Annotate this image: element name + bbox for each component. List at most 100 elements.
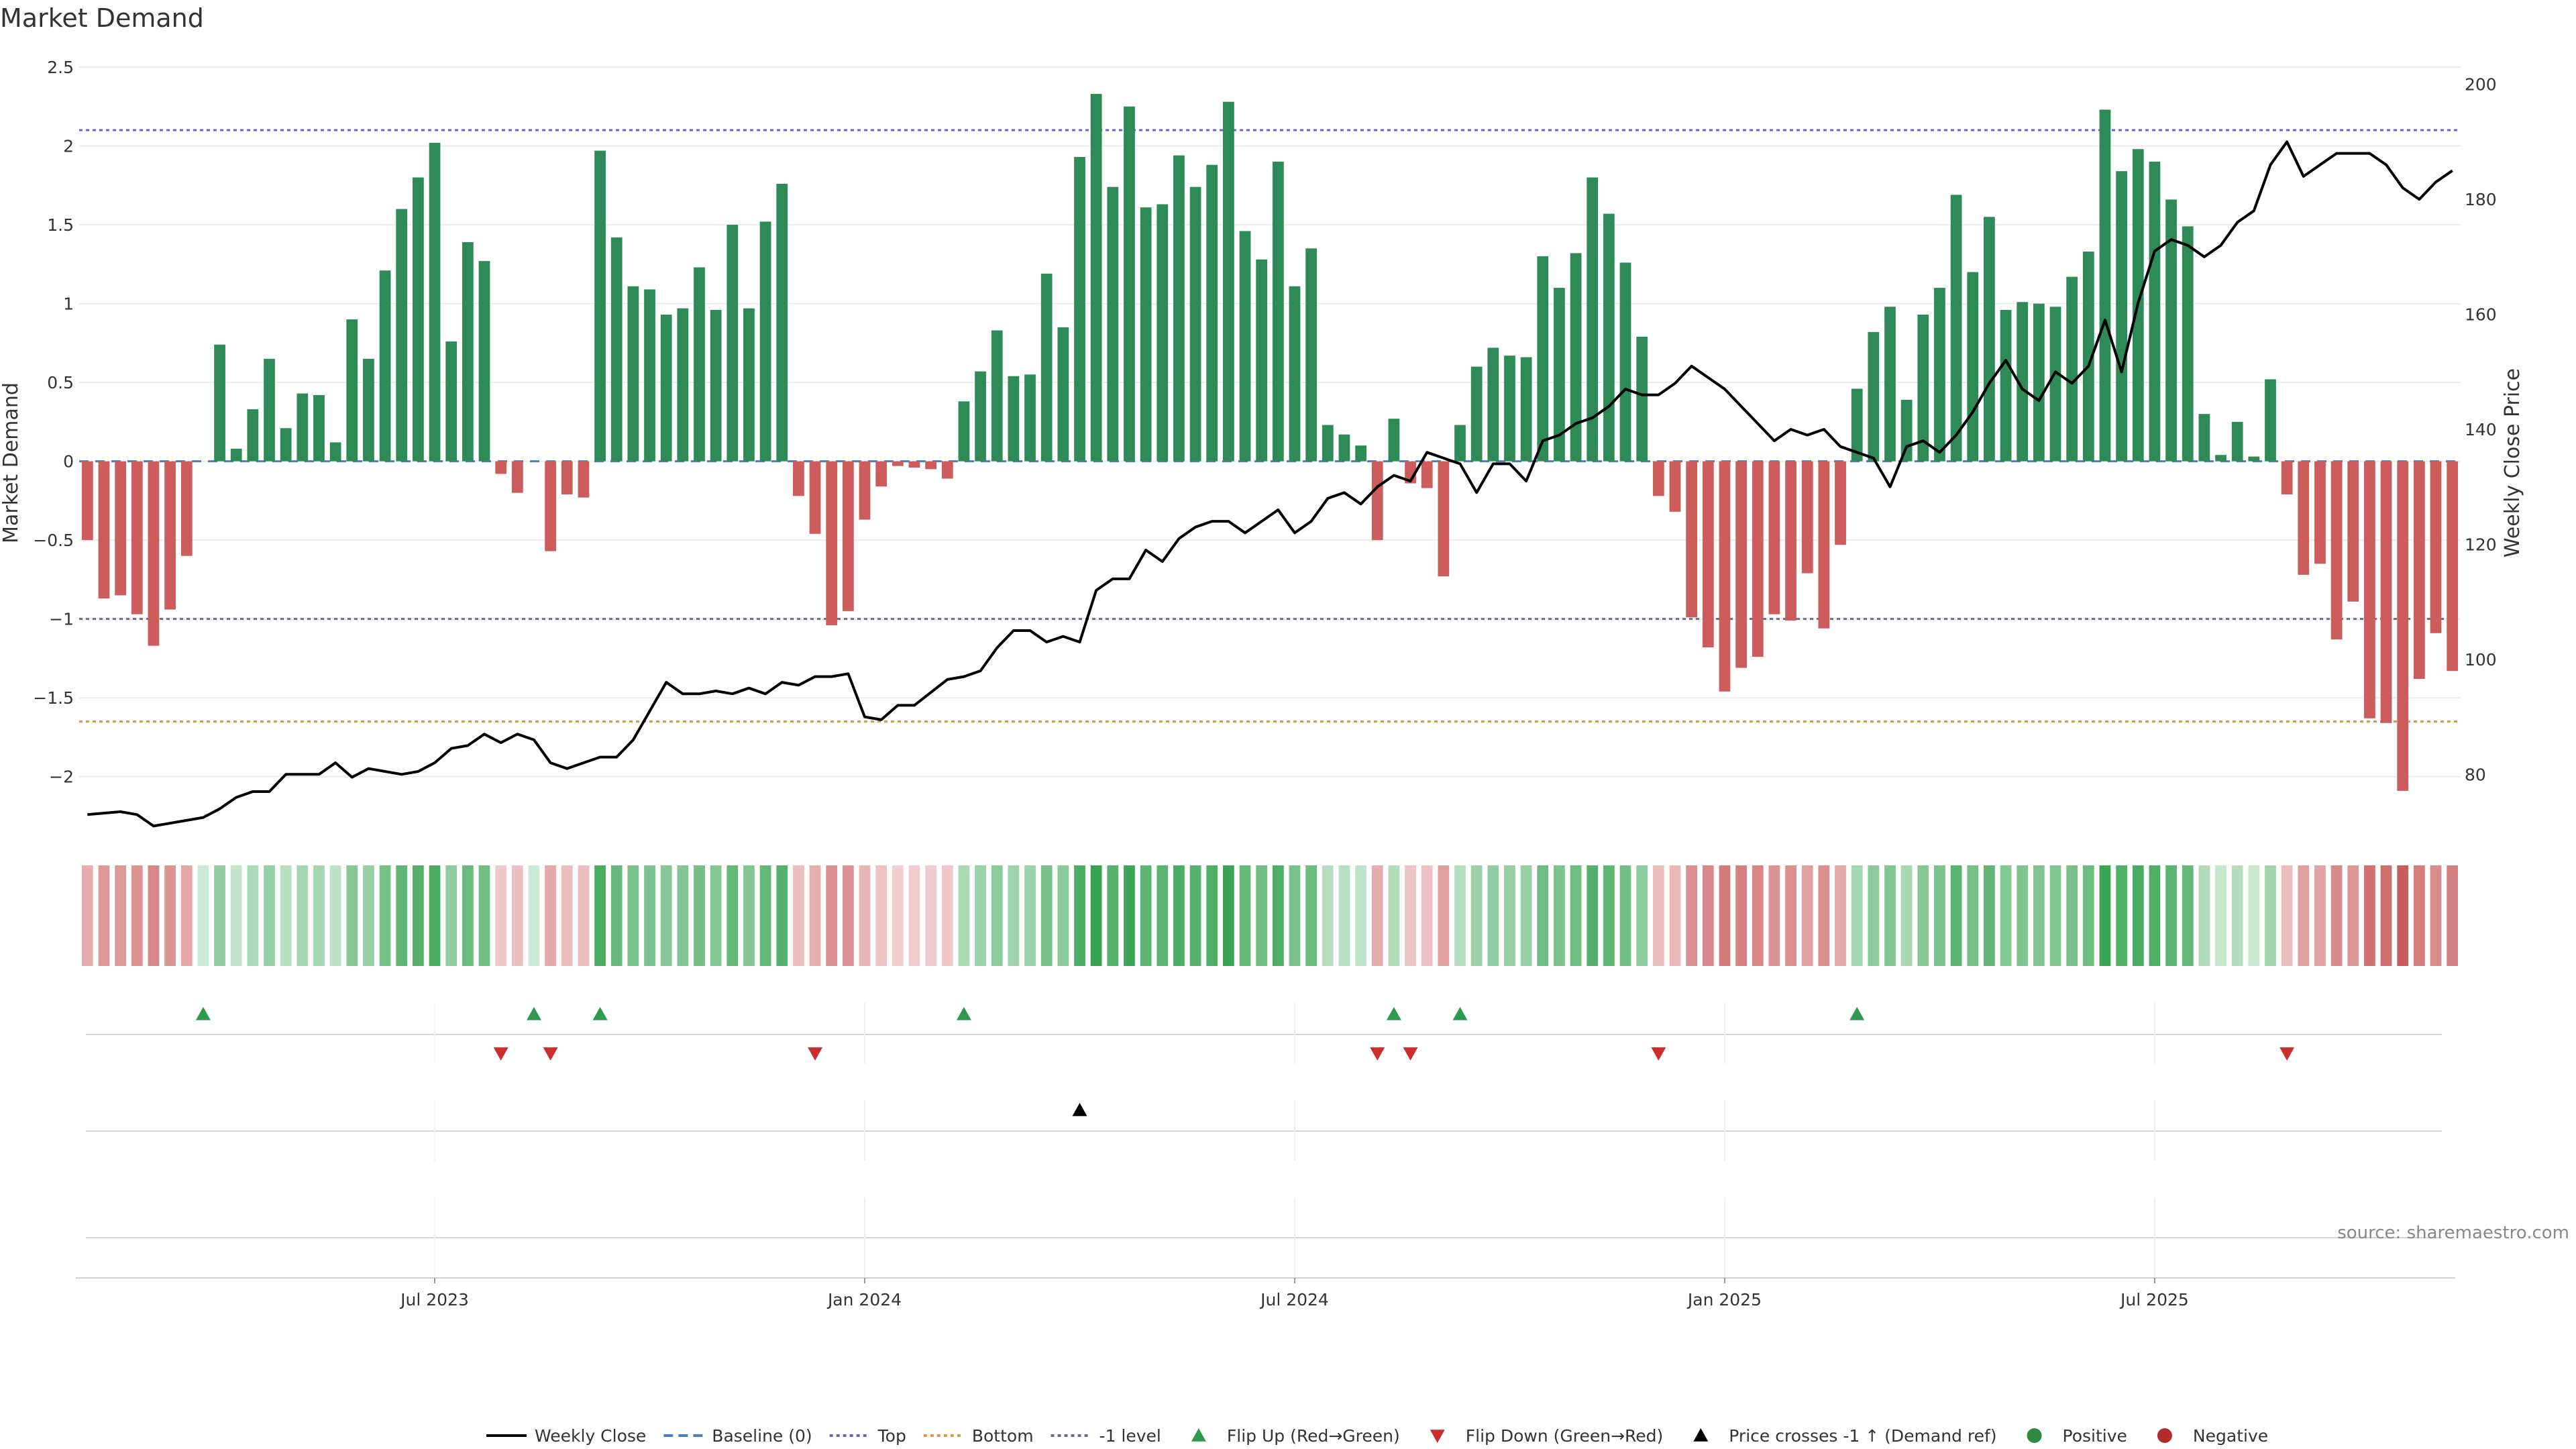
demand-bar-positive	[1504, 356, 1515, 462]
demand-bar-negative	[180, 461, 193, 556]
heat-cell	[677, 865, 689, 966]
heat-cell	[842, 865, 854, 966]
heat-cell	[809, 865, 821, 966]
y-axis-label: Market Demand	[0, 382, 23, 543]
demand-bar-positive	[1090, 93, 1102, 462]
heat-cell	[1040, 865, 1053, 966]
heat-cell	[81, 865, 93, 966]
heat-cell	[1835, 865, 1846, 966]
demand-bar-positive	[1040, 273, 1053, 462]
heat-cell	[991, 865, 1003, 966]
demand-bar-positive	[1322, 425, 1334, 462]
demand-bar-positive	[247, 409, 259, 462]
heat-cell	[1024, 865, 1036, 966]
heat-cell	[1570, 865, 1582, 966]
legend-label: -1 level	[1099, 1426, 1161, 1446]
heat-cell	[2314, 865, 2326, 966]
heat-cell	[1735, 865, 1747, 966]
heat-cell	[1917, 865, 1929, 966]
demand-bar-positive	[445, 341, 458, 462]
demand-bar-positive	[2099, 109, 2111, 462]
legend-swatch-triangle-up	[1191, 1428, 1206, 1442]
y-tick-label: −2	[49, 767, 74, 787]
demand-bar-positive	[1587, 177, 1599, 462]
price-cross-marker	[1072, 1103, 1087, 1116]
heat-cell	[280, 865, 292, 966]
heat-cell	[1719, 865, 1731, 966]
demand-bar-positive	[1900, 399, 1913, 462]
demand-bar-positive	[776, 183, 788, 462]
heat-cell	[925, 865, 936, 966]
demand-bar-negative	[1669, 461, 1681, 512]
heat-cell	[1222, 865, 1234, 966]
demand-bar-positive	[1984, 217, 1995, 462]
heat-cell	[1801, 865, 1813, 966]
heat-cell	[1785, 865, 1796, 966]
demand-bar-positive	[1206, 164, 1218, 462]
heat-cell	[2215, 865, 2226, 966]
demand-bar-positive	[413, 177, 424, 462]
demand-bar-positive	[660, 315, 672, 462]
heat-cell	[2430, 865, 2442, 966]
heat-cell	[1454, 865, 1466, 966]
reference-levels	[79, 129, 2461, 722]
heat-cell	[2165, 865, 2177, 966]
heat-cell	[1686, 865, 1698, 966]
heat-cell	[2364, 865, 2375, 966]
demand-bar-negative	[578, 461, 590, 498]
demand-bar-negative	[793, 461, 804, 496]
heat-cell	[313, 865, 325, 966]
legend-item: Flip Up (Red→Green)	[1191, 1426, 1400, 1446]
weekly-close-line	[87, 140, 2453, 828]
heat-cell	[1305, 865, 1318, 966]
legend-label: Flip Up (Red→Green)	[1227, 1426, 1400, 1446]
heat-cell	[1157, 865, 1169, 966]
heat-cell	[1189, 865, 1201, 966]
heat-cell	[627, 865, 639, 966]
legend-label: Bottom	[972, 1426, 1034, 1446]
legend-item: -1 level	[1051, 1426, 1161, 1446]
demand-bar-negative	[2314, 461, 2326, 564]
demand-bar-negative	[81, 461, 93, 541]
heat-cell	[875, 865, 888, 966]
legend-swatch-triangle-down	[1430, 1430, 1445, 1443]
heat-cell	[694, 865, 705, 966]
flip-up-marker	[1849, 1007, 1865, 1020]
demand-bar-negative	[2380, 461, 2392, 723]
heat-cell	[545, 865, 556, 966]
flip-down-marker	[808, 1047, 823, 1061]
demand-heat-strip	[81, 865, 2459, 966]
y-tick-label: −1.5	[33, 688, 74, 708]
heat-cell	[2447, 865, 2459, 966]
flip-up-marker	[195, 1007, 211, 1020]
heat-cell	[1587, 865, 1599, 966]
heat-cell	[1057, 865, 1069, 966]
legend-swatch-triangle-up	[1693, 1428, 1709, 1442]
heat-cell	[610, 865, 623, 966]
flip-down-marker	[1403, 1047, 1418, 1061]
heat-cell	[594, 865, 606, 966]
x-tick-label: Jul 2025	[2119, 1290, 2189, 1309]
demand-bar-positive	[1454, 425, 1466, 462]
heat-cell	[115, 865, 127, 966]
demand-bar-negative	[2330, 461, 2343, 640]
y2-tick-label: 140	[2465, 420, 2497, 439]
heat-cell	[660, 865, 672, 966]
demand-bar-negative	[859, 461, 871, 520]
demand-bar-positive	[677, 308, 689, 462]
legend-label: Top	[877, 1426, 906, 1446]
heat-cell	[214, 865, 225, 966]
demand-bar-positive	[1189, 186, 1201, 462]
y-tick-label: −1	[49, 610, 74, 629]
heat-cell	[644, 865, 655, 966]
heat-cell	[429, 865, 441, 966]
demand-bar-positive	[396, 209, 408, 462]
demand-bar-positive	[2066, 276, 2078, 462]
demand-bar-positive	[710, 309, 722, 462]
heat-cell	[1537, 865, 1549, 966]
heat-cell	[1652, 865, 1664, 966]
heat-cell	[180, 865, 193, 966]
flip-up-marker	[1452, 1007, 1468, 1020]
demand-bar-negative	[908, 461, 920, 468]
